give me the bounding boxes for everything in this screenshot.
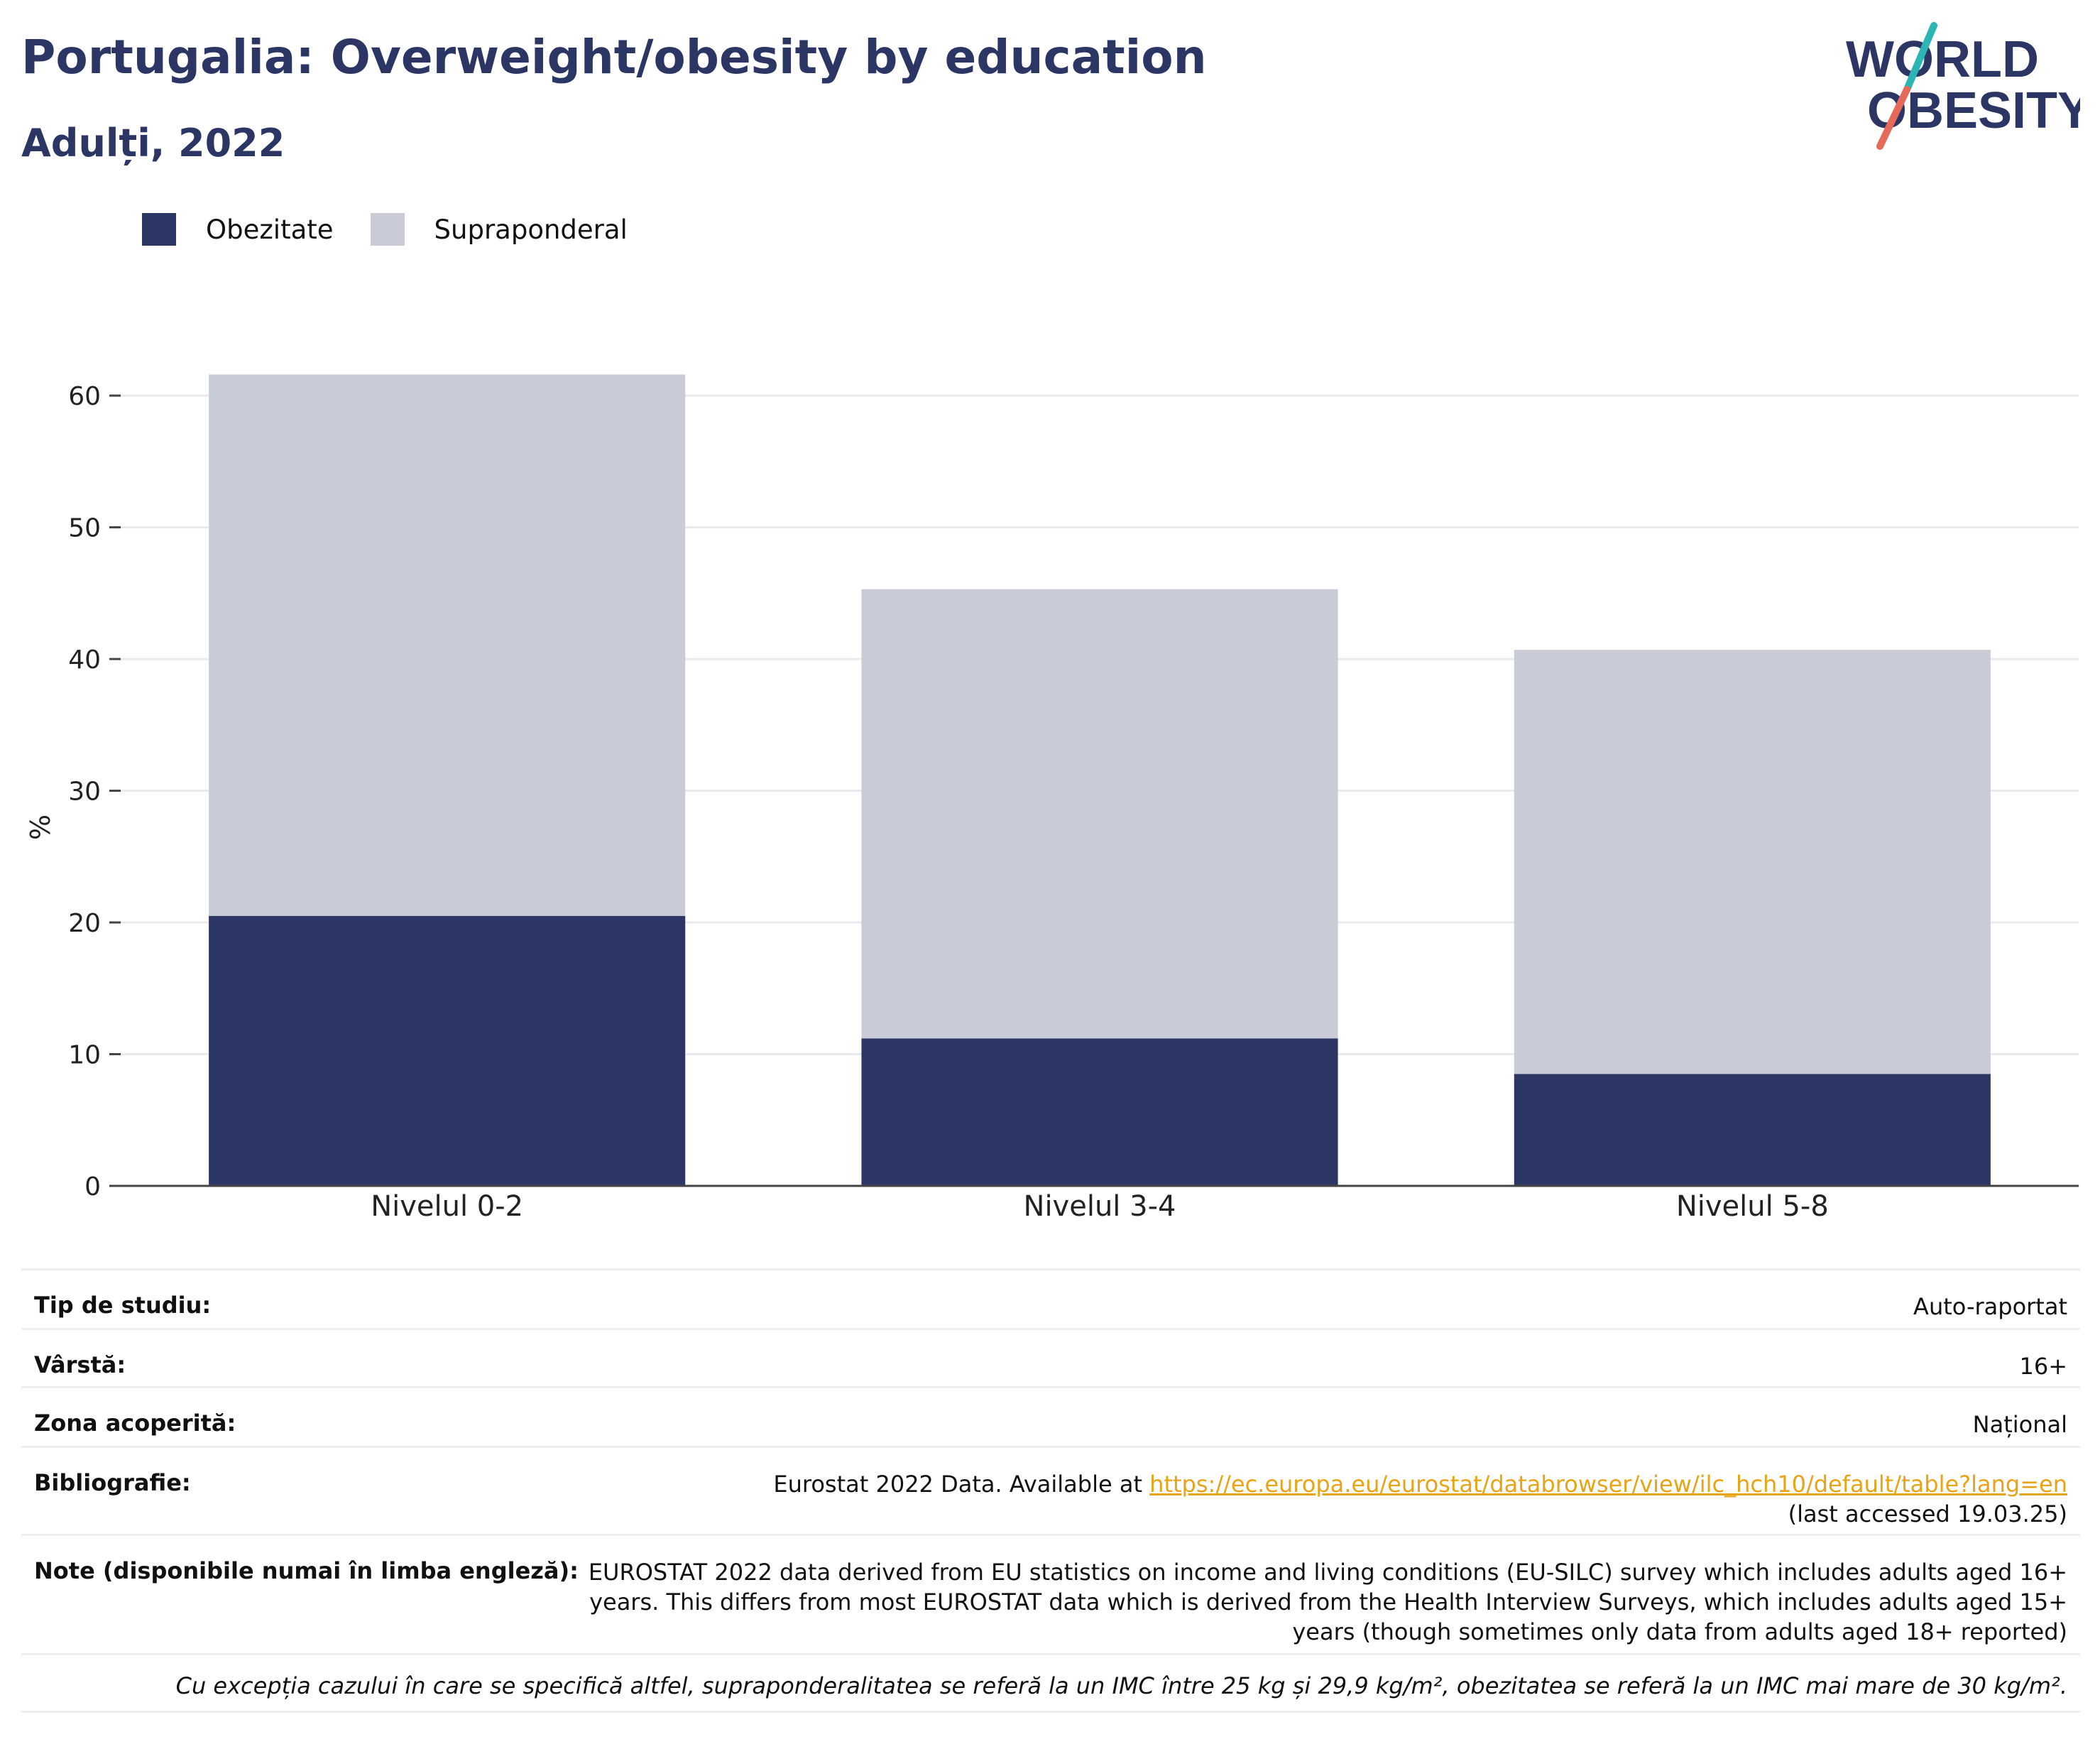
x-tick-label: Nivelul 0-2 — [371, 1190, 523, 1223]
meta-value: EUROSTAT 2022 data derived from EU stati… — [588, 1559, 2067, 1645]
y-tick-label: 30 — [68, 778, 101, 807]
x-tick-label: Nivelul 3-4 — [1024, 1190, 1176, 1223]
meta-label: Tip de studiu: — [34, 1292, 212, 1319]
legend-swatch-supraponderal — [370, 213, 405, 246]
page-title: Portugalia: Overweight/obesity by educat… — [21, 30, 1207, 85]
bar-obezitate-1 — [209, 915, 686, 1186]
legend-label: Obezitate — [206, 214, 334, 245]
meta-label: Note (disponibile numai în limba engleză… — [34, 1557, 579, 1584]
meta-row-bibliography: Bibliografie: Eurostat 2022 Data. Availa… — [21, 1446, 2080, 1534]
bar-supraponderal-2 — [861, 589, 1338, 1039]
x-tick-label: Nivelul 5-8 — [1676, 1190, 1829, 1223]
bar-supraponderal-3 — [1514, 650, 1991, 1074]
metadata-table: Tip de studiu: Auto-raportat Vârstă: 16+… — [21, 1268, 2080, 1713]
y-tick-label: 20 — [68, 909, 101, 938]
legend-item-supraponderal[interactable]: Supraponderal — [370, 213, 628, 246]
bar-obezitate-2 — [861, 1038, 1338, 1186]
logo-accent-bottom — [1876, 86, 1910, 150]
meta-value: 16+ — [2019, 1353, 2067, 1380]
meta-row-study-type: Tip de studiu: Auto-raportat — [21, 1268, 2080, 1328]
logo-line1: WORLD — [1846, 31, 2039, 88]
bibliography-prefix: Eurostat 2022 Data. Available at — [773, 1471, 1150, 1498]
y-tick-label: 50 — [68, 514, 101, 543]
legend-item-obezitate[interactable]: Obezitate — [142, 213, 334, 246]
y-tick-label: 10 — [68, 1041, 101, 1070]
y-tick-label: 60 — [68, 382, 101, 411]
bar-chart: 0 10 20 30 40 50 60% Nivelul 0-2 Nivelul 3-4 Nive… — [25, 374, 2079, 1223]
meta-value: Auto-raportat — [1913, 1293, 2067, 1320]
meta-label: Bibliografie: — [34, 1469, 191, 1496]
bibliography-suffix: (last accessed 19.03.25) — [1788, 1500, 2067, 1527]
bibliography-link[interactable]: https://ec.europa.eu/eurostat/databrowse… — [1149, 1471, 2067, 1498]
chart-legend: Obezitate Supraponderal — [142, 213, 665, 246]
meta-value: Eurostat 2022 Data. Available at https:/… — [773, 1469, 2067, 1529]
legend-label: Supraponderal — [434, 214, 628, 245]
meta-label: Zona acoperită: — [34, 1410, 236, 1437]
bar-supraponderal-1 — [209, 374, 686, 916]
y-tick-label: 40 — [68, 645, 101, 675]
footnote: Cu excepția cazului în care se specifică… — [21, 1653, 2080, 1713]
world-obesity-logo: WORLD OBESITY — [1846, 22, 2080, 150]
meta-label: Vârstă: — [34, 1351, 126, 1378]
meta-row-coverage: Zona acoperită: Național — [21, 1386, 2080, 1446]
meta-value: Național — [1972, 1411, 2067, 1438]
meta-row-notes: Note (disponibile numai în limba engleză… — [21, 1534, 2080, 1653]
legend-swatch-obezitate — [142, 213, 176, 246]
meta-row-age: Vârstă: 16+ — [21, 1328, 2080, 1386]
y-tick-label: 0 — [84, 1172, 101, 1202]
logo-accent-top — [1903, 22, 1937, 93]
bar-obezitate-3 — [1514, 1074, 1991, 1186]
y-axis-label: % — [25, 814, 56, 840]
page-subtitle: Adulți, 2022 — [21, 121, 285, 165]
